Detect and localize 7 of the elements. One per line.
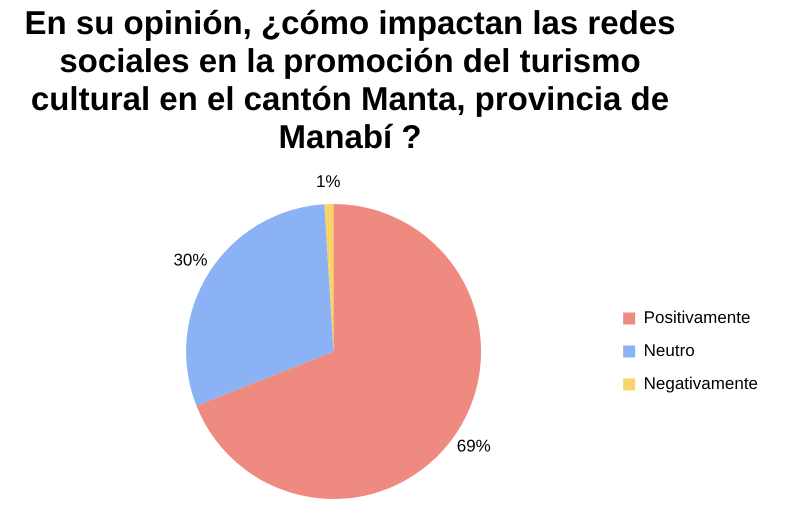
data-label: 30%	[173, 250, 208, 270]
chart-title: En su opinión, ¿cómo impactan las redes sociales en la promoción del turismo cultural en el cantón Manta, provincia de Manabí ?	[24, 4, 676, 155]
data-label: 69%	[456, 436, 491, 456]
legend-label: Negativamente	[644, 374, 758, 394]
legend-label: Positivamente	[644, 308, 750, 328]
data-label: 1%	[316, 172, 341, 191]
legend-label: Neutro	[644, 341, 695, 360]
